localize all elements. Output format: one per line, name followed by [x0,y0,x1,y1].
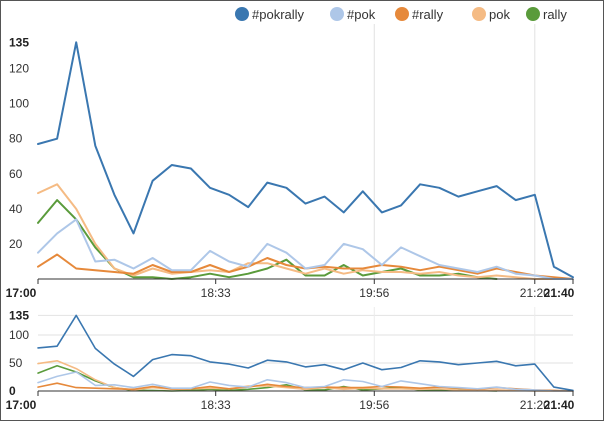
overview-series-pok [37,360,574,392]
main-y-axis: 20 40 60 80 100 120 135 [9,35,29,251]
legend-swatch-rally [526,7,540,21]
legend-label-hash-pok: #pok [347,7,376,22]
main-series-hash-pokrally [37,41,574,279]
main-gridlines [373,24,536,279]
overview-xtick-label: 19:56 [359,398,389,412]
overview-y-axis: 0 50 100 135 [9,308,29,398]
legend-swatch-hash-pok [330,7,344,21]
legend-swatch-hash-pokrally [235,7,249,21]
overview-ytick-label: 135 [9,308,29,322]
main-ytick-label: 40 [9,202,23,216]
main-xtick-label: 18:33 [201,286,231,300]
overview-xtick-label: 18:33 [201,398,231,412]
legend-label-rally: rally [543,7,567,22]
overview-xtick-label: 21:20 [520,398,550,412]
overview-ytick-label: 100 [9,328,29,342]
main-xtick-label: 21:20 [520,286,550,300]
overview-ytick-label: 0 [9,384,16,398]
overview-ytick-label: 50 [9,356,23,370]
overview-gridlines [38,307,573,391]
overview-series-hash-pokrally [37,314,574,392]
main-series-hash-pok [37,218,574,280]
overview-series-lines [37,314,574,392]
main-ytick-label: 80 [9,132,23,146]
main-xtick-label: 21:40 [544,286,575,300]
main-ytick-label: 100 [9,97,29,111]
legend-label-hash-pokrally: #pokrally [252,7,305,22]
main-series-lines [37,41,574,280]
main-series-rally [37,199,498,280]
main-series-pok [37,183,574,280]
legend-swatch-hash-rally [395,7,409,21]
legend-swatch-pok [472,7,486,21]
legend-label-hash-rally: #rally [412,7,444,22]
legend-label-pok: pok [489,7,510,22]
overview-xtick-label: 17:00 [6,398,37,412]
main-ytick-label: 60 [9,167,23,181]
overview-series-hash-pok [37,371,574,392]
main-xtick-label: 19:56 [359,286,389,300]
main-ytick-label: 120 [9,62,29,76]
main-ytick-label: 20 [9,237,23,251]
main-xtick-label: 17:00 [6,286,37,300]
overview-xtick-label: 21:40 [544,398,575,412]
main-ytick-label: 135 [9,35,29,49]
legend: #pokrally #pok #rally pok rally [235,7,567,22]
main-plot: 20 40 60 80 100 120 135 17:00 18:33 19:56 21:2021… [6,24,575,300]
